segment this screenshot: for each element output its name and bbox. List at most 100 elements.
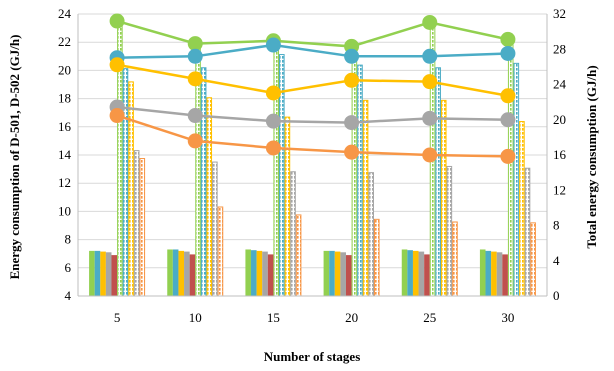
bar-hatched	[212, 161, 218, 297]
left-axis-ticks: 4 6 8 10 12 14 16 18 20 22 24	[58, 6, 72, 303]
bar-solid	[323, 250, 330, 296]
bar-hatched	[273, 43, 280, 297]
bar-solid	[105, 252, 112, 296]
bar-solid	[245, 249, 252, 296]
bar-solid	[345, 255, 352, 296]
bar-hatched	[440, 99, 447, 297]
series-marker	[187, 48, 203, 64]
series-marker	[500, 88, 516, 104]
series-line	[116, 114, 508, 158]
series-marker	[109, 108, 125, 124]
x-axis-tick-label: 5	[114, 310, 121, 325]
series-marker	[265, 85, 281, 101]
bar-solid	[485, 250, 492, 296]
series-marker	[422, 110, 438, 126]
left-axis-title: Energy consumption of D-501, D-502 (GJ/h…	[7, 35, 22, 280]
series-marker	[187, 108, 203, 124]
bar-hatched	[357, 64, 363, 297]
bar-solid	[172, 249, 179, 296]
bar-solid	[100, 251, 106, 296]
series-marker	[344, 115, 360, 131]
right-axis-ticks: 0 4 8 12 16 20 24 28 32	[553, 6, 567, 303]
left-axis-tick-label: 24	[58, 6, 72, 21]
right-axis-tick-label: 8	[553, 218, 560, 233]
series-marker	[500, 112, 516, 128]
series-line	[117, 43, 508, 59]
series-marker	[344, 144, 360, 160]
left-axis-tick-label: 6	[65, 260, 72, 275]
right-axis-tick-label: 12	[553, 182, 566, 197]
left-axis-tick-label: 16	[58, 119, 72, 134]
series-marker	[422, 48, 438, 64]
bar-hatched	[507, 36, 514, 297]
bar-solid	[496, 252, 503, 296]
x-axis-tick-label: 15	[267, 310, 280, 325]
bar-hatched	[446, 165, 453, 297]
bar-hatched	[139, 158, 146, 297]
bar-hatched	[519, 121, 525, 297]
bar-hatched	[362, 99, 369, 297]
bar-solid	[251, 250, 257, 296]
bar-hatched	[128, 81, 134, 297]
right-axis-tick-label: 16	[553, 147, 567, 162]
bar-solid	[94, 250, 101, 296]
bar-solid	[491, 251, 497, 296]
bar-hatched	[290, 171, 296, 297]
bar-hatched	[368, 172, 374, 297]
bar-solid	[262, 251, 268, 296]
bar-solid	[89, 250, 95, 296]
x-axis-title: Number of stages	[264, 349, 361, 364]
bar-solid	[189, 254, 196, 296]
bar-series	[89, 20, 536, 297]
right-axis-tick-label: 0	[553, 288, 560, 303]
left-axis-tick-label: 18	[58, 91, 71, 106]
gridlines	[78, 13, 547, 297]
bar-solid	[340, 252, 346, 296]
bar-hatched	[133, 150, 140, 297]
x-axis-ticks: 5 10 15 20 25 30	[114, 310, 515, 325]
bar-solid	[111, 255, 118, 296]
left-axis-tick-label: 22	[58, 34, 71, 49]
bar-hatched	[122, 68, 129, 297]
bar-solid	[256, 250, 263, 296]
bar-solid	[267, 254, 274, 296]
left-axis-tick-label: 20	[58, 62, 71, 77]
right-axis-tick-label: 20	[553, 112, 566, 127]
bar-solid	[184, 251, 190, 296]
bar-hatched	[452, 221, 458, 297]
bar-hatched	[200, 67, 207, 297]
bar-solid	[418, 251, 425, 296]
bar-hatched	[284, 116, 291, 297]
bar-hatched	[524, 167, 531, 297]
x-axis-tick-label: 30	[501, 310, 514, 325]
series-marker	[265, 37, 281, 53]
line-series	[109, 13, 516, 164]
series-marker	[109, 57, 125, 73]
left-axis-tick-label: 8	[65, 232, 72, 247]
series-marker	[265, 140, 281, 156]
bar-hatched	[217, 206, 224, 297]
x-axis-tick-label: 25	[423, 310, 436, 325]
bar-solid	[502, 254, 508, 296]
bar-hatched	[435, 67, 441, 297]
series-marker	[265, 113, 281, 129]
bar-hatched	[530, 222, 536, 297]
x-axis-tick-label: 10	[189, 310, 202, 325]
series-marker	[187, 71, 203, 87]
series-marker	[187, 36, 203, 52]
series-marker	[422, 74, 438, 90]
right-axis-tick-label: 4	[553, 253, 560, 268]
bar-hatched	[206, 97, 213, 297]
series-marker	[500, 31, 516, 47]
series-marker	[500, 148, 516, 164]
bar-solid	[167, 249, 173, 296]
bar-solid	[407, 250, 413, 296]
bar-solid	[479, 249, 486, 296]
series-marker	[422, 14, 438, 30]
bar-hatched	[295, 214, 302, 297]
series-marker	[344, 48, 360, 64]
series-marker	[344, 72, 360, 88]
right-axis-tick-label: 32	[553, 6, 566, 21]
axes	[77, 14, 548, 297]
bar-solid	[412, 250, 419, 296]
